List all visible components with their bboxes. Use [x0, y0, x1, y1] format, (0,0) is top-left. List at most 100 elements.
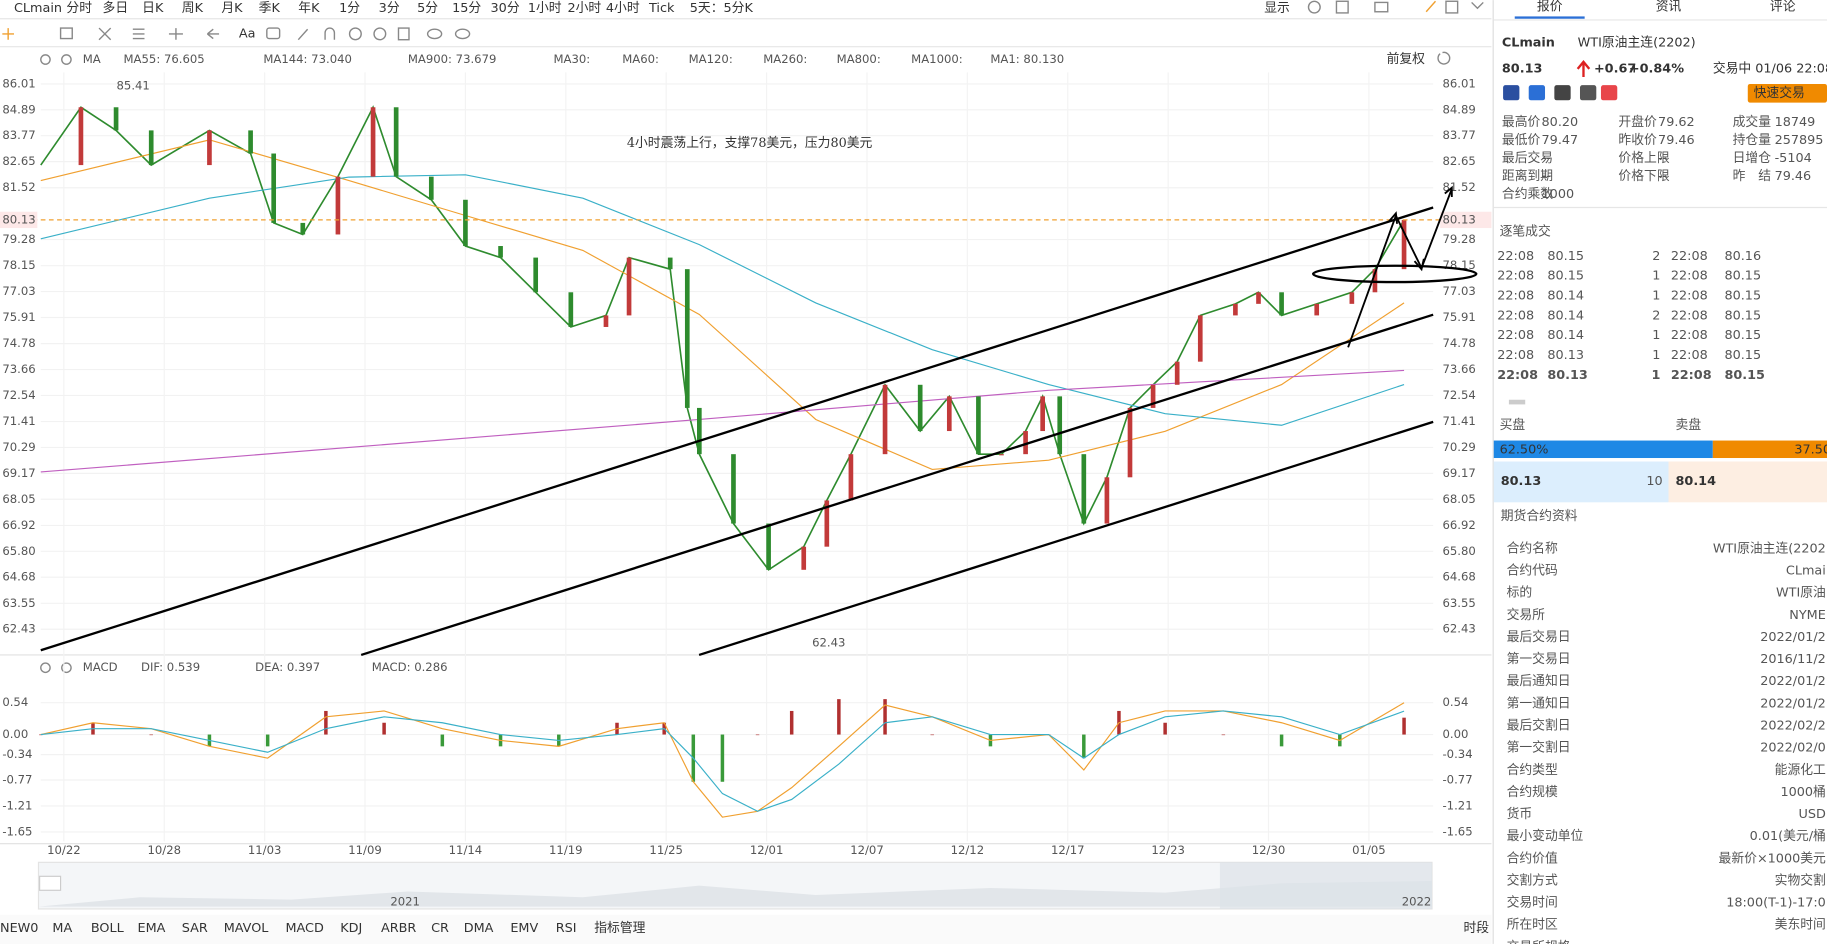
reset-icon[interactable]	[1437, 51, 1451, 65]
trade-cell: 1	[1651, 368, 1660, 383]
indicator-manage[interactable]: 指标管理	[594, 921, 645, 936]
y-tick-label: 70.29	[1442, 440, 1475, 454]
indicator-tab[interactable]: KDJ	[340, 921, 362, 936]
indicator-tab[interactable]: ARBR	[381, 921, 416, 936]
ruler-icon[interactable]	[297, 28, 309, 41]
flag-icon[interactable]	[1528, 85, 1546, 101]
info-value: 实物交割	[1775, 872, 1826, 888]
legend-entry[interactable]: MA900: 73.679	[408, 52, 497, 66]
display-menu[interactable]: 显示	[1264, 1, 1290, 16]
info-label: 合约代码	[1507, 564, 1558, 579]
legend-entry[interactable]: MA120:	[689, 52, 733, 66]
legend-entry[interactable]: MA30:	[553, 52, 590, 66]
period-tab[interactable]: 周K	[182, 1, 204, 16]
font-tool[interactable]: Aa	[239, 26, 256, 41]
indicator-tab[interactable]: EMA	[137, 921, 165, 936]
period-tab[interactable]: Tick	[648, 1, 675, 16]
legend-entry[interactable]: MA1: 80.130	[990, 52, 1064, 66]
candle	[1174, 361, 1180, 385]
period-tab[interactable]: 1分	[339, 1, 360, 16]
symbol[interactable]: CLmain	[14, 1, 62, 16]
hide-icon[interactable]	[373, 27, 387, 41]
camera-icon[interactable]	[1374, 1, 1389, 13]
indicator-tab[interactable]: SAR	[182, 921, 208, 936]
legend-entry[interactable]: MA55: 76.605	[124, 52, 205, 66]
crosshair-icon[interactable]	[2, 28, 14, 40]
layout-icon[interactable]	[454, 28, 471, 40]
trash-icon[interactable]	[397, 27, 410, 41]
navigator-handle[interactable]	[39, 875, 62, 891]
panel-tab[interactable]: 资讯	[1656, 0, 1682, 15]
magnet-icon[interactable]	[324, 27, 336, 40]
panel-tab[interactable]: 评论	[1770, 0, 1796, 15]
legend-entry[interactable]: MA260:	[763, 52, 807, 66]
period-tab[interactable]: 季K	[259, 1, 281, 16]
scroll-bar	[1508, 399, 1526, 405]
collapse-icon[interactable]	[1471, 1, 1484, 10]
indicator-tab[interactable]: DMA	[464, 921, 494, 936]
line-icon[interactable]	[98, 27, 112, 41]
legend-entry[interactable]: MA60:	[622, 52, 659, 66]
indicator-tab[interactable]: EMV	[510, 921, 538, 936]
indicator-tab[interactable]: BOLL	[91, 921, 125, 936]
layout-icon[interactable]	[1335, 0, 1349, 14]
period-tab[interactable]: 2小时	[567, 1, 601, 16]
flag-icon[interactable]	[1554, 85, 1571, 101]
period-tab[interactable]: 5分	[417, 1, 438, 16]
period-tab[interactable]: 分时	[66, 1, 92, 16]
period-tab[interactable]: 5天：5分K	[690, 1, 754, 16]
indicator-tab[interactable]: MAVOL	[224, 921, 270, 936]
period-tab[interactable]: 多日	[103, 1, 129, 16]
legend-entry[interactable]: MA144: 73.040	[263, 52, 352, 66]
indicator-tab[interactable]: RSI	[556, 921, 577, 936]
indicator-tab[interactable]: CR	[431, 921, 449, 936]
indicator-tab[interactable]: MACD	[285, 921, 324, 936]
navigator-window[interactable]	[1219, 862, 1433, 909]
period-tab[interactable]: 1小时	[528, 1, 562, 16]
period-tab[interactable]: 年K	[298, 1, 320, 16]
trend-line	[360, 313, 1434, 657]
period-select[interactable]: 时段	[1463, 921, 1489, 936]
info-label: 所在时区	[1507, 918, 1558, 933]
eye-icon[interactable]	[348, 27, 362, 41]
arrow-icon[interactable]	[206, 28, 220, 40]
y-tick-label: 79.28	[1442, 232, 1475, 246]
legend-entry[interactable]: DEA: 0.397	[255, 660, 320, 674]
pen-icon[interactable]	[1425, 0, 1437, 13]
legend-entry[interactable]: DIF: 0.539	[141, 660, 200, 674]
period-tab[interactable]: 30分	[491, 1, 520, 16]
period-tab[interactable]: 月K	[221, 1, 243, 16]
note-icon[interactable]	[266, 27, 281, 40]
x-tick-label: 11/03	[248, 843, 282, 857]
close-icon[interactable]	[61, 662, 72, 674]
period-tab[interactable]: 4小时	[606, 1, 640, 16]
restore-toggle[interactable]: 前复权	[1387, 51, 1426, 67]
fib-icon[interactable]	[132, 28, 145, 40]
year-label: 2022	[1402, 894, 1432, 908]
quick-trade-btn[interactable]	[1747, 83, 1827, 103]
flag-icon[interactable]	[1503, 85, 1520, 101]
period-tab[interactable]: 日K	[142, 1, 164, 16]
indicator-tab[interactable]: NEW0	[0, 921, 38, 936]
draw-icon[interactable]	[59, 27, 73, 40]
link-icon[interactable]	[426, 28, 443, 40]
fav-icon[interactable]	[1600, 85, 1618, 101]
settings-icon[interactable]	[1307, 0, 1321, 14]
candle	[824, 500, 830, 547]
pitch-icon[interactable]	[168, 28, 183, 40]
period-tab[interactable]: 15分	[452, 1, 481, 16]
legend-entry[interactable]: MACD: 0.286	[372, 660, 448, 674]
candle	[603, 315, 609, 327]
sell-label: 卖盘	[1676, 417, 1702, 433]
legend-entry[interactable]: MA1000:	[911, 52, 963, 66]
settings-icon[interactable]	[40, 54, 51, 65]
period-tab[interactable]: 3分	[379, 1, 400, 16]
close-icon[interactable]	[61, 54, 72, 65]
flag-icon[interactable]	[1579, 85, 1597, 101]
fullscreen-icon[interactable]	[1445, 0, 1459, 14]
indicator-tab[interactable]: MA	[52, 921, 72, 936]
settings-icon[interactable]	[40, 662, 51, 674]
panel-tab[interactable]: 报价	[1537, 0, 1563, 15]
legend-entry[interactable]: MA800:	[837, 52, 881, 66]
x-tick-label: 11/09	[348, 843, 382, 857]
